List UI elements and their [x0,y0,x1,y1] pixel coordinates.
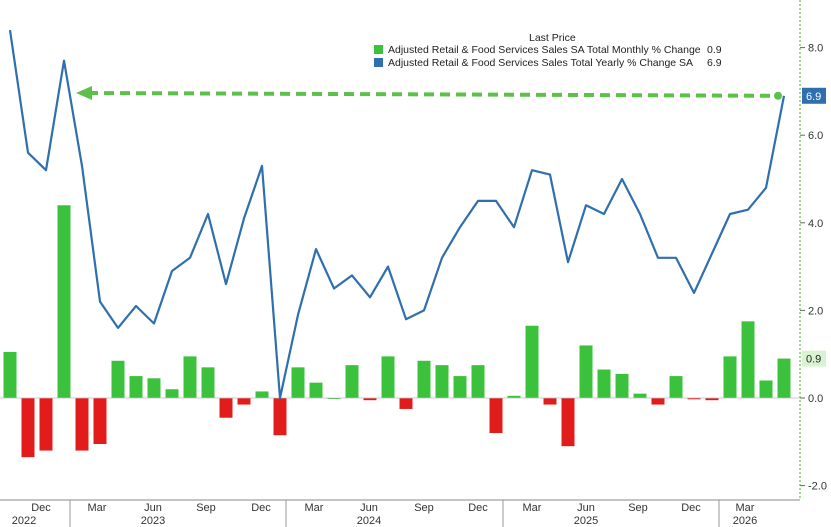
bar-month-9 [165,389,179,398]
bar-month-33 [597,369,611,398]
bar-month-16 [291,367,305,398]
x-month-label: Mar [88,502,107,514]
last-value-badge-text: 6.9 [806,91,821,103]
bar-month-7 [129,376,143,398]
highlight-arrow [76,86,782,100]
yearly-change-line [8,29,786,400]
y-tick-label: 2.0 [808,305,823,317]
bar-month-43 [777,358,791,398]
bar-month-14 [255,391,269,398]
legend-value-yearly: 6.9 [707,57,722,69]
bar-month-30 [543,398,557,405]
x-month-label: Jun [577,502,595,514]
bar-month-34 [615,373,629,398]
x-month-label: Mar [736,502,755,514]
x-month-label: Dec [468,502,488,514]
bar-month-35 [633,393,647,398]
arrow-head [76,86,92,100]
bar-month-27 [489,398,503,434]
x-year-label: 2022 [12,515,36,527]
x-year-label: 2025 [574,515,598,527]
y-axis-right: 8.0 6.0 4.0 2.0 0.0 -2.0 6.9 0.9 [799,0,827,500]
bar-month-24 [435,365,449,398]
legend-value-monthly: 0.9 [707,44,722,56]
bar-month-36 [651,398,665,405]
x-year-label: 2024 [357,515,381,527]
bar-month-41 [741,321,755,398]
bar-month-12 [219,398,233,418]
y-tick-label: 4.0 [808,218,823,230]
x-month-label: Sep [628,502,648,514]
legend-box [368,30,724,72]
y-tick-label: 8.0 [808,43,823,55]
bar-month-3 [57,205,71,398]
x-month-label: Dec [251,502,271,514]
last-value-badge [802,350,826,367]
bar-month-42 [759,380,773,398]
bar-month-13 [237,398,251,405]
bar-month-19 [345,365,359,398]
bar-month-25 [453,376,467,398]
x-month-label: Dec [31,502,51,514]
y-tick-label: 6.0 [808,130,823,142]
arrow-dash-line [87,91,776,98]
monthly-change-bars [3,205,791,458]
bar-month-29 [525,325,539,398]
bar-month-22 [399,398,413,409]
x-month-label: Sep [196,502,216,514]
bar-month-5 [93,398,107,444]
bar-month-37 [669,376,683,398]
bar-month-38 [687,398,701,400]
bar-month-28 [507,395,521,398]
legend-label-yearly: Adjusted Retail & Food Services Sales To… [388,57,693,69]
y-tick-label: -2.0 [808,481,827,493]
x-axis: Dec Mar Jun Sep Dec Mar Jun Sep Dec Mar Jun Sep Dec M… [0,499,800,527]
x-year-label: 2026 [733,515,757,527]
bar-month-4 [75,398,89,451]
bar-month-26 [471,365,485,398]
x-month-label: Mar [523,502,542,514]
bar-month-15 [273,398,287,436]
legend-swatch-yearly [374,58,383,67]
x-month-label: Mar [305,502,324,514]
bar-month-8 [147,378,161,398]
bar-month-20 [363,398,377,401]
bar-month-39 [705,398,719,401]
bar-month-2 [39,398,53,451]
bar-month-10 [183,356,197,398]
arrow-endpoint-dot [774,91,782,100]
y-tick-label: 0.0 [808,393,823,405]
bar-month-32 [579,345,593,398]
bar-month-18 [327,398,341,399]
legend-swatch-monthly [374,45,383,54]
bar-month-40 [723,356,737,398]
bar-month-6 [111,360,125,398]
x-month-label: Jun [144,502,162,514]
legend-title: Last Price [529,32,576,44]
bar-month-21 [381,356,395,398]
x-month-label: Dec [681,502,701,514]
bar-month-23 [417,360,431,398]
x-month-label: Sep [414,502,434,514]
bar-month-1 [21,398,35,458]
legend-label-monthly: Adjusted Retail & Food Services Sales SA… [388,44,701,56]
bar-month-17 [309,382,323,398]
bar-month-0 [3,352,17,398]
last-value-badge [802,87,826,104]
last-value-badge-text: 0.9 [806,354,821,366]
x-month-label: Jun [360,502,378,514]
legend: Last Price Adjusted Retail & Food Servic… [368,30,724,72]
x-year-label: 2023 [141,515,165,527]
bar-month-31 [561,398,575,447]
bar-month-11 [201,367,215,398]
